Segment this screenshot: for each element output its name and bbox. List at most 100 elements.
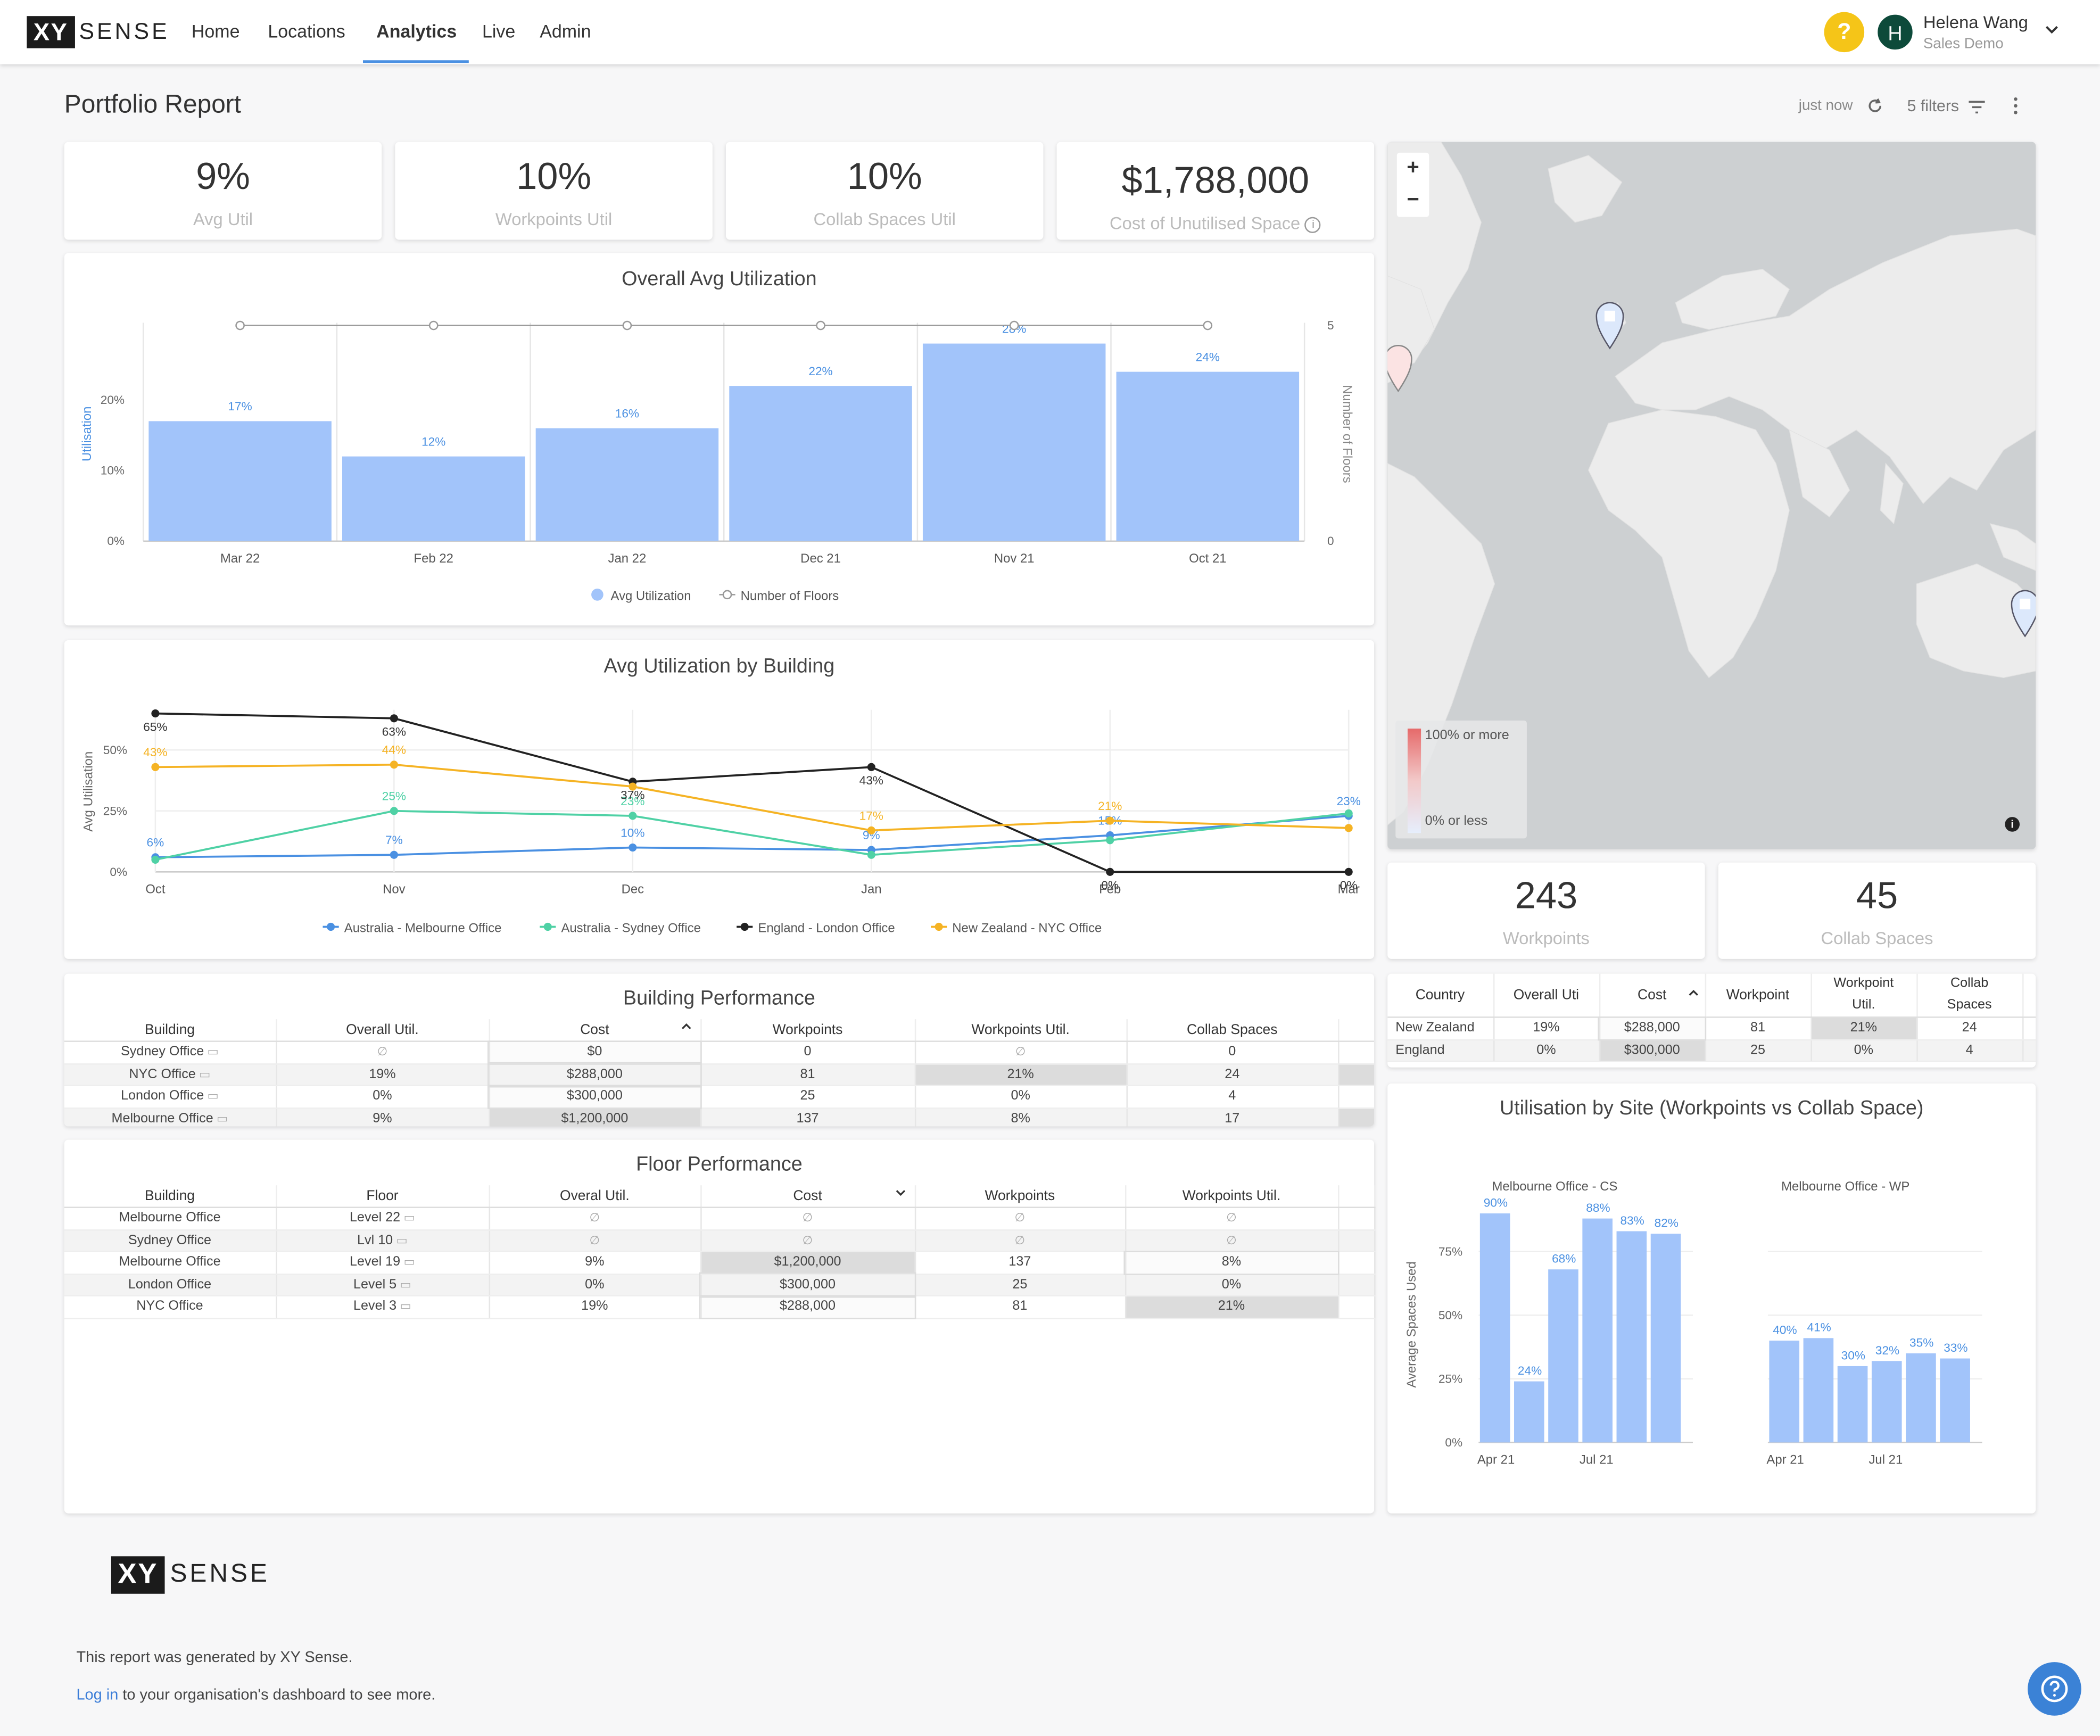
- count-label: Workpoints: [1387, 928, 1705, 948]
- series-point: [1106, 836, 1114, 844]
- data-label: 82%: [1655, 1217, 1679, 1230]
- cell: [2022, 1017, 2036, 1039]
- col-cost[interactable]: Cost: [700, 1185, 915, 1208]
- kpi-value: 10%: [726, 155, 1043, 199]
- sort-desc-icon[interactable]: [894, 1187, 906, 1203]
- col-cost-label: Cost: [793, 1188, 822, 1204]
- data-label: 23%: [1337, 795, 1361, 808]
- data-label: 88%: [1586, 1201, 1610, 1214]
- zoom-in-button[interactable]: +: [1397, 153, 1429, 186]
- series-point: [390, 714, 398, 722]
- cell: 0%: [915, 1086, 1127, 1108]
- login-link[interactable]: Log in: [76, 1688, 118, 1704]
- chevron-down-icon[interactable]: [2044, 20, 2060, 42]
- table-row[interactable]: Sydney Office Lvl 10 ▭ ∅ ∅ ∅ ∅: [64, 1229, 1374, 1252]
- floors-point: [623, 321, 631, 329]
- cell-floor: Level 22 ▭: [276, 1208, 489, 1230]
- legend-swatch: [591, 589, 603, 601]
- expand-icon[interactable]: ▭: [204, 1045, 219, 1059]
- sort-asc-icon[interactable]: [680, 1021, 692, 1037]
- nav-analytics[interactable]: Analytics: [376, 21, 457, 42]
- col-workpoints[interactable]: Workpoints: [700, 1019, 915, 1041]
- world-map[interactable]: + − 100% or more 0% or less i: [1387, 142, 2036, 849]
- expand-icon[interactable]: ▭: [393, 1233, 408, 1246]
- expand-icon[interactable]: ▭: [213, 1111, 228, 1125]
- user-name[interactable]: Helena Wang: [1923, 12, 2028, 32]
- nav-home[interactable]: Home: [192, 21, 240, 42]
- more-options-icon[interactable]: [2013, 96, 2018, 122]
- table-row[interactable]: New Zealand 19% $288,000 81 21% 24: [1387, 1017, 2036, 1039]
- table-row[interactable]: Melbourne Office ▭ 9% $1,200,000 137 8% …: [64, 1107, 1374, 1126]
- cell: 21%: [1125, 1296, 1338, 1318]
- x-tick-label: Oct: [145, 882, 166, 897]
- table-row[interactable]: London Office Level 5 ▭ 0% $300,000 25 0…: [64, 1274, 1374, 1296]
- y-tick-label: 25%: [1438, 1372, 1462, 1385]
- avatar[interactable]: H: [1875, 12, 1915, 52]
- col-cost-label: Cost: [580, 1022, 609, 1038]
- col-workpoint[interactable]: Workpoint: [1705, 974, 1811, 1018]
- col-country[interactable]: Country: [1387, 974, 1493, 1018]
- y2-tick-label: 5: [1327, 319, 1334, 332]
- expand-icon[interactable]: ▭: [396, 1277, 411, 1291]
- col-overall-util[interactable]: Overal Util.: [489, 1185, 701, 1208]
- expand-icon[interactable]: ▭: [400, 1255, 415, 1269]
- series-point: [867, 851, 875, 859]
- nav-live[interactable]: Live: [482, 21, 515, 42]
- sort-asc-icon[interactable]: [1687, 987, 1699, 1003]
- table-row[interactable]: NYC Office Level 3 ▭ 19% $288,000 81 21%: [64, 1296, 1374, 1318]
- col-building[interactable]: Building: [64, 1185, 276, 1208]
- filters-label[interactable]: 5 filters: [1907, 96, 1959, 115]
- col-cost[interactable]: Cost: [1599, 974, 1705, 1018]
- refresh-icon[interactable]: [1866, 96, 1884, 122]
- col-cost[interactable]: Cost: [489, 1019, 701, 1041]
- support-help-button[interactable]: [2028, 1662, 2081, 1716]
- help-button[interactable]: ?: [1824, 12, 1864, 52]
- nav-locations[interactable]: Locations: [268, 21, 345, 42]
- col-collab-spaces[interactable]: Collab Spaces: [1126, 1019, 1338, 1041]
- zoom-out-button[interactable]: −: [1397, 185, 1429, 217]
- nav-admin[interactable]: Admin: [540, 21, 591, 42]
- panel-title: Melbourne Office - WP: [1781, 1179, 1909, 1194]
- bar: [1769, 1341, 1799, 1442]
- col-workpoints[interactable]: Workpoints: [915, 1185, 1125, 1208]
- expand-icon[interactable]: ▭: [400, 1211, 415, 1225]
- floor-name: Level 22: [350, 1211, 400, 1226]
- table-row[interactable]: London Office ▭ 0% $300,000 25 0% 4: [64, 1086, 1374, 1108]
- xy-logo-mark[interactable]: XY: [27, 16, 75, 48]
- col-workpoints-util[interactable]: Workpoints Util.: [1125, 1185, 1338, 1208]
- col-building[interactable]: Building: [64, 1019, 276, 1041]
- table-row[interactable]: Sydney Office ▭ ∅ $0 0 ∅ 0: [64, 1041, 1374, 1064]
- col-workpoints-util[interactable]: Workpoints Util.: [915, 1019, 1127, 1041]
- cell: 24: [1126, 1063, 1338, 1086]
- filter-icon[interactable]: [1967, 98, 1986, 122]
- map-pin-icon[interactable]: [1387, 343, 1414, 400]
- col-floor[interactable]: Floor: [276, 1185, 489, 1208]
- table-row[interactable]: Melbourne Office Level 22 ▭ ∅ ∅ ∅ ∅: [64, 1208, 1374, 1230]
- table-row[interactable]: Melbourne Office Level 19 ▭ 9% $1,200,00…: [64, 1252, 1374, 1274]
- col-overall-util[interactable]: Overall Util.: [276, 1019, 489, 1041]
- bar: [1582, 1219, 1613, 1443]
- map-pin-icon[interactable]: [2009, 588, 2036, 646]
- info-icon[interactable]: i: [1305, 217, 1321, 233]
- col-workpoint-util[interactable]: Workpoint Util.: [1810, 974, 1916, 1018]
- map-pin-icon[interactable]: [1594, 300, 1626, 358]
- user-org: Sales Demo: [1923, 36, 2004, 52]
- col-collab-spaces[interactable]: Collab Spaces: [1916, 974, 2022, 1018]
- expand-icon[interactable]: ▭: [396, 1300, 411, 1313]
- building-performance-table: Building Overall Util. Cost Workpoints W…: [64, 1019, 1374, 1126]
- y2-axis-label: Number of Floors: [1340, 385, 1354, 483]
- map-info-icon[interactable]: i: [2005, 817, 2020, 832]
- table-row[interactable]: England 0% $300,000 25 0% 4: [1387, 1039, 2036, 1062]
- bar: [1872, 1361, 1902, 1442]
- xy-logo-word[interactable]: SENSE: [79, 19, 169, 45]
- expand-icon[interactable]: ▭: [204, 1089, 219, 1103]
- cell-building: Sydney Office ▭: [64, 1041, 276, 1064]
- bar: [923, 344, 1106, 541]
- cell: 19%: [1493, 1017, 1599, 1039]
- expand-icon[interactable]: ▭: [196, 1067, 211, 1080]
- series-point: [151, 709, 159, 717]
- login-rest-text: to your organisation's dashboard to see …: [118, 1688, 435, 1704]
- col-overall-util[interactable]: Overall Uti: [1493, 974, 1599, 1018]
- cell-floor: Level 19 ▭: [276, 1252, 489, 1274]
- table-row[interactable]: NYC Office ▭ 19% $288,000 81 21% 24: [64, 1063, 1374, 1086]
